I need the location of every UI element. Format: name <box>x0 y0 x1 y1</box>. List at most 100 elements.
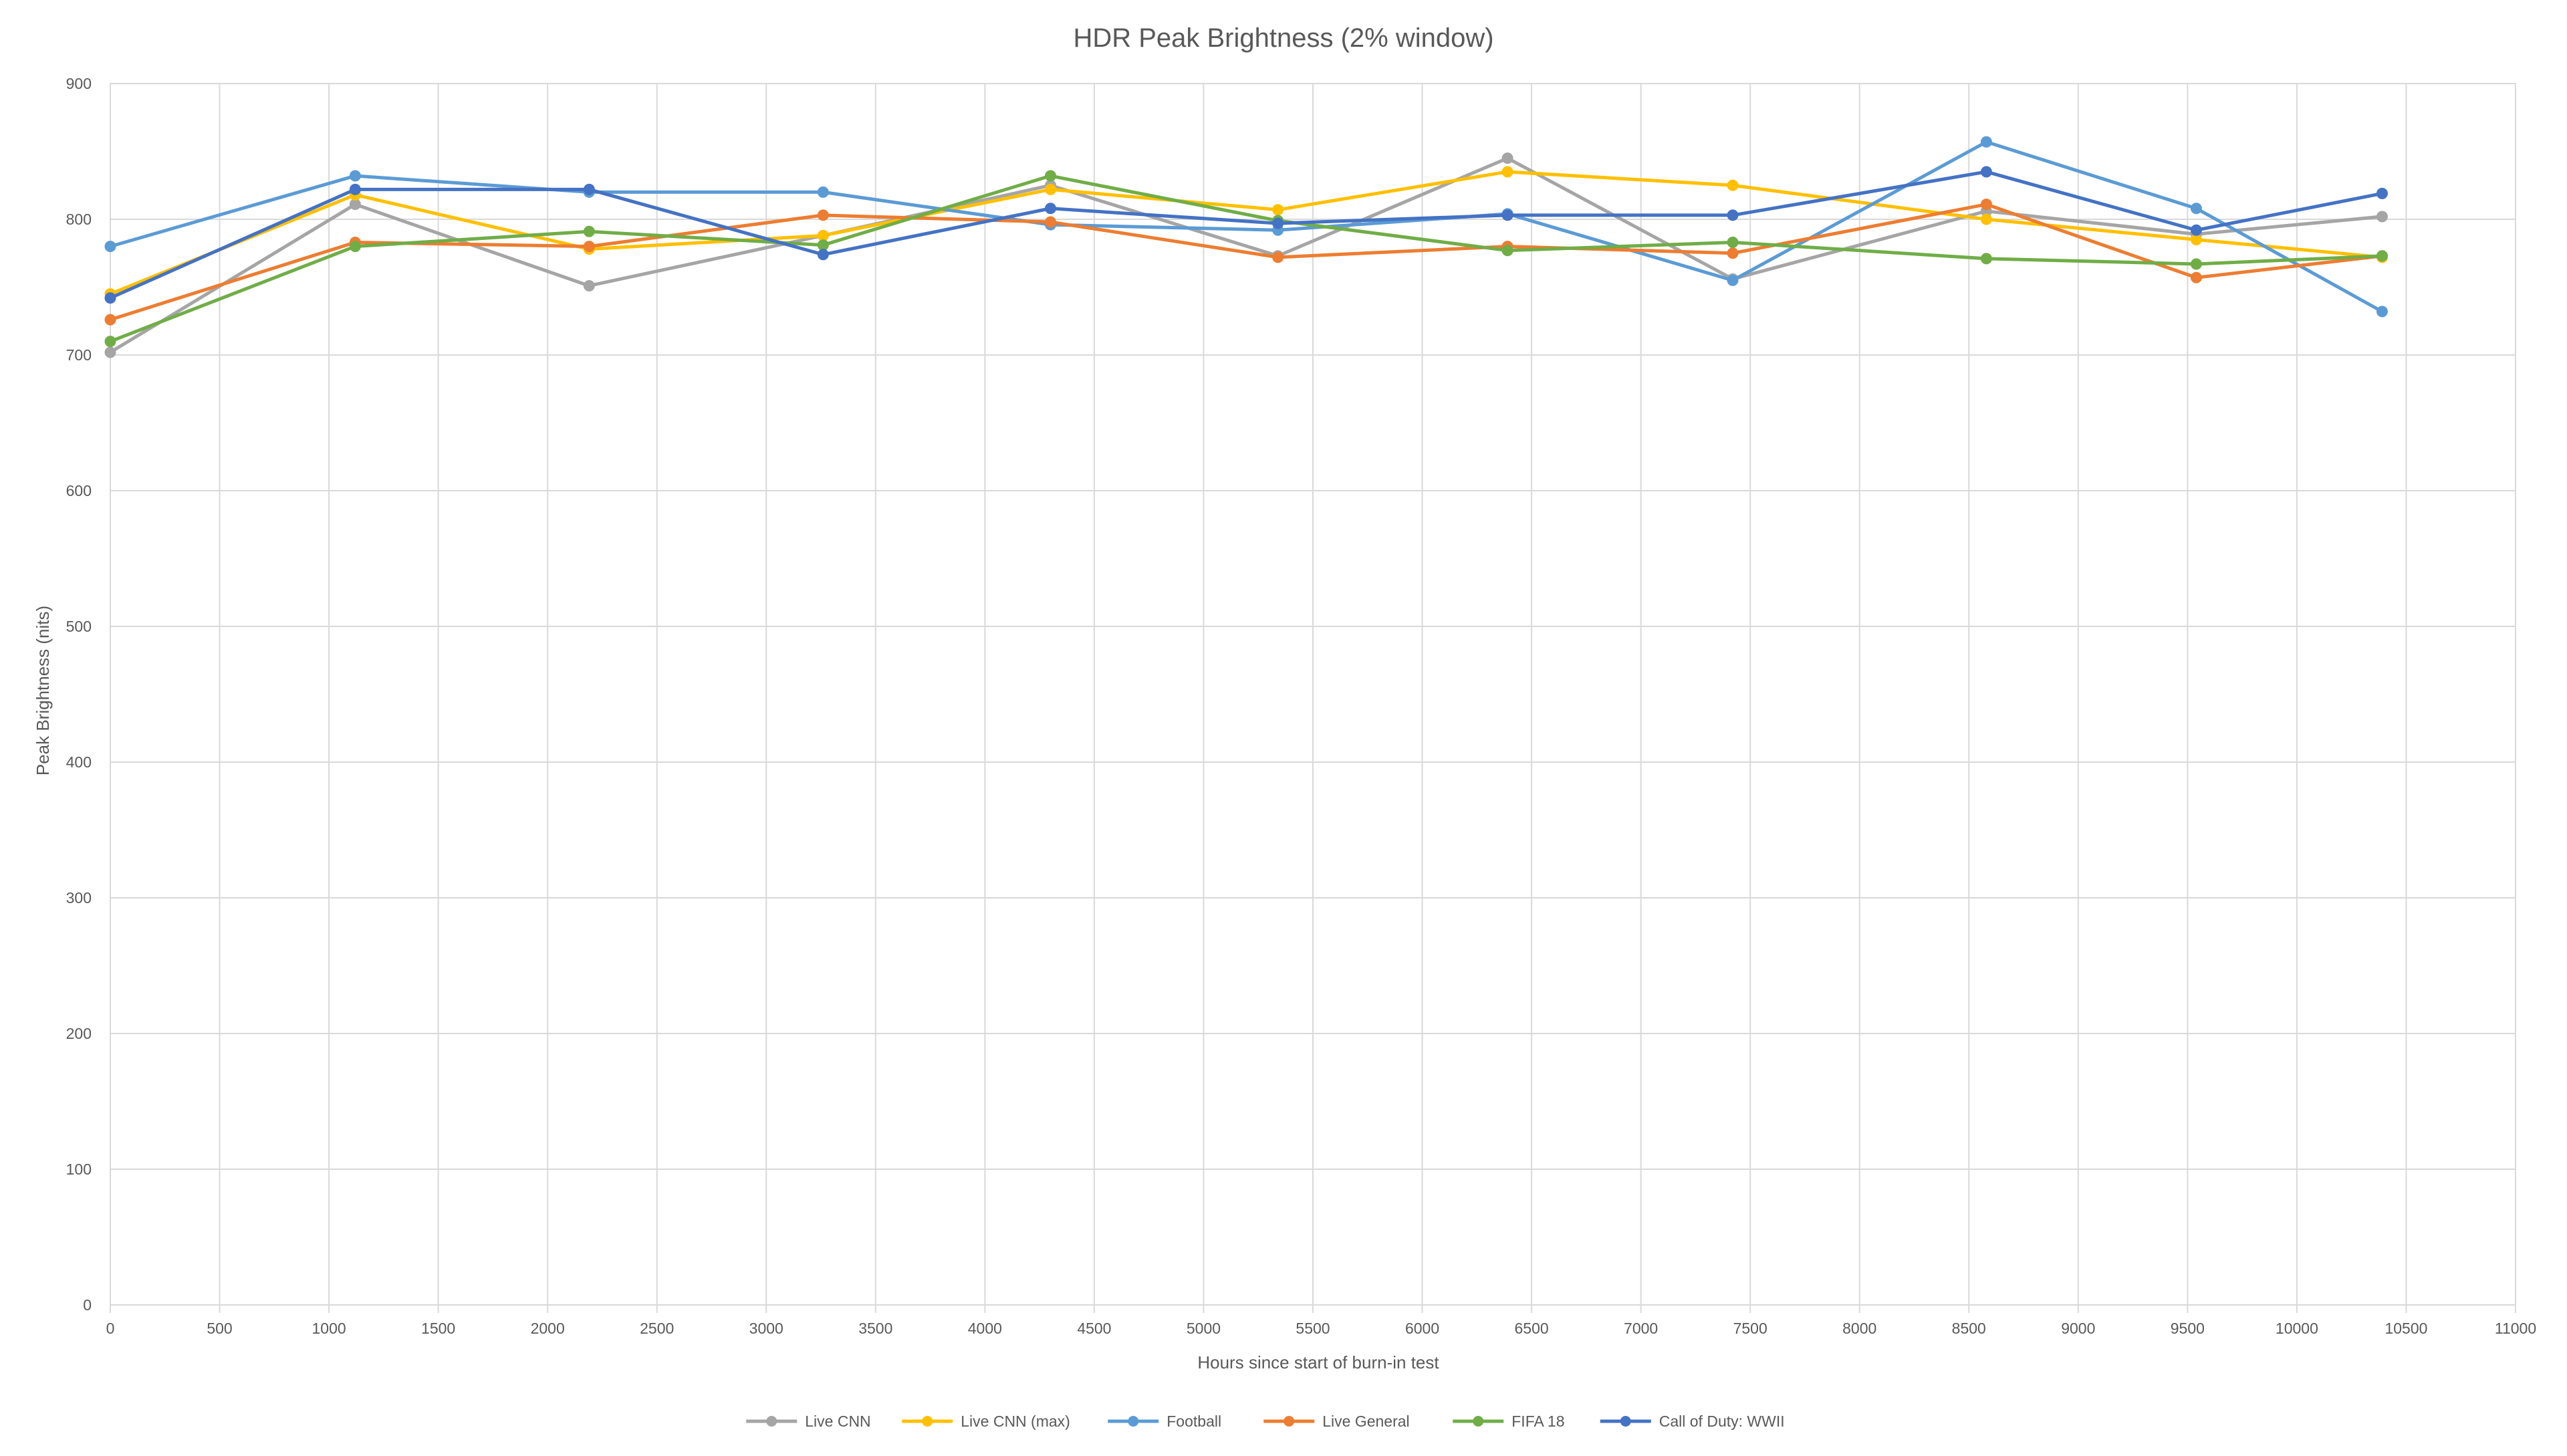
y-axis-title: Peak Brightness (nits) <box>33 606 53 775</box>
x-tick-label: 1500 <box>421 1320 455 1337</box>
data-point <box>349 170 361 182</box>
data-point <box>1044 203 1056 215</box>
data-point <box>2190 233 2202 245</box>
x-tick-label: 3500 <box>858 1320 892 1337</box>
data-point <box>2376 250 2388 262</box>
data-point <box>1501 152 1513 164</box>
data-point <box>817 239 829 251</box>
data-point <box>1044 170 1056 182</box>
legend-item: Live CNN <box>746 1413 871 1430</box>
x-tick-label: 9000 <box>2061 1320 2095 1337</box>
legend-label: Live CNN <box>805 1413 870 1430</box>
data-point <box>1727 247 1739 259</box>
data-point <box>817 229 829 241</box>
data-point <box>583 241 595 253</box>
x-tick-label: 1000 <box>312 1320 346 1337</box>
series-call-of-duty-wwii <box>104 166 2388 304</box>
data-point <box>2376 306 2388 318</box>
legend-item: Live General <box>1263 1413 1410 1430</box>
series-live-general <box>104 199 2388 326</box>
data-point <box>104 314 116 326</box>
data-point <box>349 241 361 253</box>
data-point <box>1727 179 1739 191</box>
legend-label: Live General <box>1322 1413 1409 1430</box>
data-point <box>2190 258 2202 270</box>
x-tick-label: 7000 <box>1624 1320 1658 1337</box>
data-point <box>1980 199 1992 211</box>
x-tick-label: 4500 <box>1077 1320 1111 1337</box>
data-point <box>2376 187 2388 199</box>
x-tick-label: 10500 <box>2385 1320 2427 1337</box>
y-tick-label: 900 <box>66 75 92 92</box>
x-tick-label: 4000 <box>968 1320 1002 1337</box>
chart-title: HDR Peak Brightness (2% window) <box>1073 23 1493 53</box>
data-point <box>349 199 361 211</box>
data-point <box>817 209 829 221</box>
y-tick-label: 100 <box>66 1161 92 1178</box>
x-tick-label: 6500 <box>1515 1320 1549 1337</box>
legend-swatch-marker <box>1128 1416 1139 1427</box>
x-tick-label: 5000 <box>1187 1320 1221 1337</box>
x-axis-title: Hours since start of burn-in test <box>1197 1352 1439 1372</box>
data-point <box>2190 224 2202 236</box>
legend-swatch-marker <box>1620 1416 1631 1427</box>
data-point <box>349 183 361 195</box>
x-tick-label: 6000 <box>1405 1320 1439 1337</box>
y-tick-label: 0 <box>83 1296 92 1314</box>
data-point <box>583 279 595 291</box>
data-point <box>2190 203 2202 215</box>
legend-swatch-marker <box>1473 1416 1484 1427</box>
legend-label: Football <box>1167 1413 1221 1430</box>
legend-swatch-marker <box>922 1416 933 1427</box>
data-point <box>1272 204 1284 216</box>
legend-item: FIFA 18 <box>1453 1413 1565 1430</box>
data-point <box>104 241 116 253</box>
data-point <box>1044 216 1056 228</box>
x-tick-label: 0 <box>106 1320 115 1337</box>
y-tick-label: 300 <box>66 889 92 906</box>
x-tick-label: 8000 <box>1842 1320 1876 1337</box>
data-point <box>1980 213 1992 225</box>
x-tick-label: 9500 <box>2171 1320 2205 1337</box>
legend-label: Live CNN (max) <box>961 1413 1070 1430</box>
x-tick-label: 7500 <box>1733 1320 1767 1337</box>
data-point <box>2376 211 2388 223</box>
x-tick-label: 3000 <box>749 1320 783 1337</box>
x-tick-label: 10000 <box>2276 1320 2318 1337</box>
legend-swatch-marker <box>1284 1416 1295 1427</box>
legend-label: Call of Duty: WWII <box>1659 1413 1785 1430</box>
legend-swatch-marker <box>766 1416 777 1427</box>
y-tick-label: 700 <box>66 346 92 364</box>
data-point <box>583 225 595 237</box>
legend-item: Call of Duty: WWII <box>1600 1413 1785 1430</box>
data-point <box>1980 253 1992 265</box>
data-point <box>817 249 829 261</box>
x-tick-label: 2500 <box>640 1320 674 1337</box>
x-tick-label: 5500 <box>1296 1320 1330 1337</box>
x-tick-label: 2000 <box>531 1320 565 1337</box>
legend-item: Live CNN (max) <box>902 1413 1070 1430</box>
data-point <box>817 186 829 198</box>
data-point <box>1501 245 1513 257</box>
data-point <box>1272 251 1284 263</box>
data-point <box>1272 217 1284 229</box>
x-tick-label: 500 <box>207 1320 232 1337</box>
data-point <box>104 336 116 348</box>
data-point <box>1727 274 1739 286</box>
x-tick-label: 11000 <box>2495 1320 2536 1337</box>
legend-item: Football <box>1108 1413 1221 1430</box>
legend: Live CNN Live CNN (max) Football Live Gener… <box>746 1413 1785 1430</box>
data-point <box>2190 271 2202 283</box>
data-point <box>1980 136 1992 148</box>
data-point <box>1727 209 1739 221</box>
y-tick-label: 500 <box>66 618 92 635</box>
y-tick-label: 800 <box>66 211 92 228</box>
data-point <box>104 292 116 304</box>
data-point <box>583 183 595 195</box>
data-point <box>1501 166 1513 178</box>
y-tick-label: 200 <box>66 1025 92 1042</box>
